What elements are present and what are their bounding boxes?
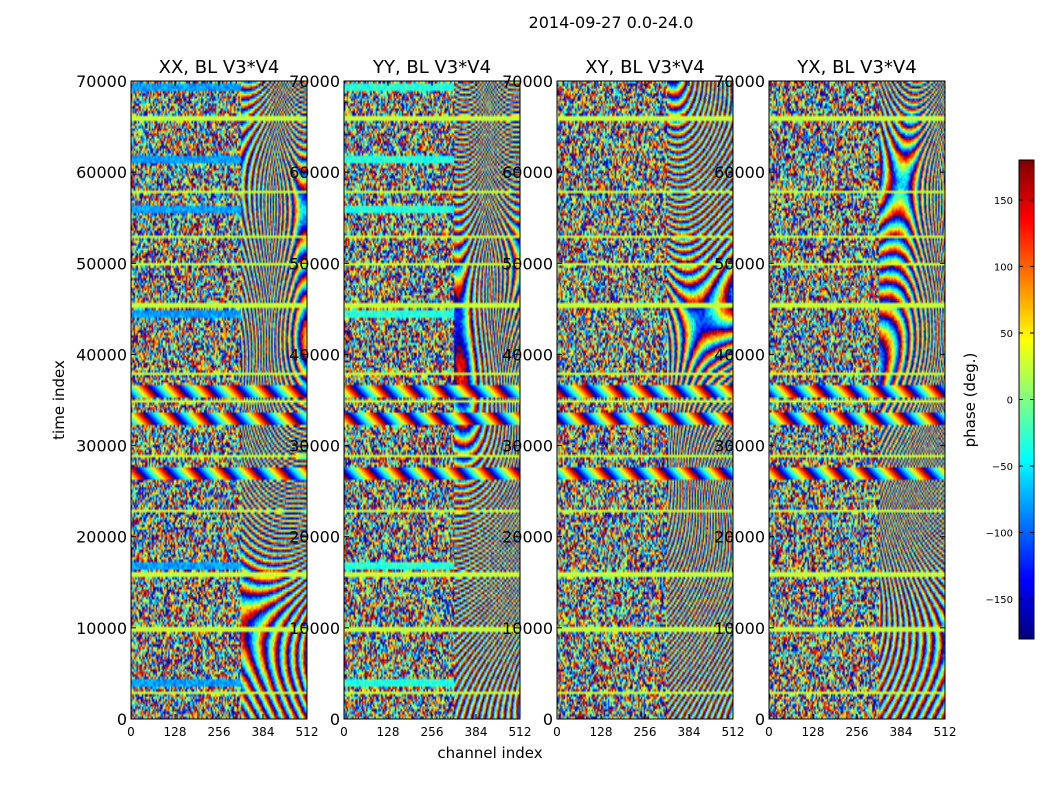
heatmap-panel: YY, BL V3*V4 0 128 256 384 512 0 10000 20000 3000… (289, 57, 531, 739)
y-tick-label: 10000 (76, 619, 127, 638)
x-tick-label: 128 (164, 725, 187, 739)
colorbar-tick-label: 0 (1007, 396, 1013, 407)
x-tick-label: 256 (634, 725, 657, 739)
x-tick-label: 256 (421, 725, 444, 739)
panel-title: XX, BL V3*V4 (159, 57, 280, 78)
y-tick-label: 40000 (289, 345, 340, 364)
colorbar-tick-label: −150 (986, 595, 1013, 606)
y-tick-label: 30000 (502, 437, 553, 456)
y-tick-label: 30000 (76, 437, 127, 456)
y-tick-label: 30000 (714, 437, 765, 456)
x-tick-label: 0 (340, 725, 348, 739)
heatmap-panel: YX, BL V3*V4 0 128 256 384 512 0 10000 20000 3000… (714, 57, 956, 739)
y-tick-label: 10000 (289, 619, 340, 638)
x-tick-label: 384 (678, 725, 701, 739)
y-tick-label: 0 (543, 710, 553, 729)
x-tick-label: 0 (765, 725, 773, 739)
y-tick-label: 40000 (714, 345, 765, 364)
x-axis-label: channel index (437, 744, 542, 762)
y-tick-label: 40000 (502, 345, 553, 364)
panel-title: YX, BL V3*V4 (796, 57, 916, 78)
y-tick-label: 0 (755, 710, 765, 729)
y-tick-label: 50000 (502, 254, 553, 273)
y-tick-label: 20000 (502, 528, 553, 547)
y-tick-label: 60000 (714, 163, 765, 182)
x-tick-label: 384 (252, 725, 275, 739)
y-tick-label: 50000 (289, 254, 340, 273)
heatmap-panel: XX, BL V3*V4 0 128 256 384 512 0 10000 20000 3000… (76, 57, 318, 739)
colorbar-tick-label: −100 (986, 529, 1013, 540)
y-tick-label: 70000 (502, 72, 553, 91)
y-tick-label: 20000 (714, 528, 765, 547)
x-tick-label: 256 (846, 725, 869, 739)
y-tick-label: 30000 (289, 437, 340, 456)
x-tick-label: 512 (509, 725, 532, 739)
x-tick-label: 512 (934, 725, 957, 739)
heatmap-image (131, 81, 307, 719)
colorbar-label: phase (deg.) (961, 353, 979, 448)
figure-suptitle: 2014-09-27 0.0-24.0 (529, 13, 694, 32)
y-tick-label: 10000 (502, 619, 553, 638)
x-tick-label: 0 (553, 725, 561, 739)
y-tick-label: 10000 (714, 619, 765, 638)
y-tick-label: 60000 (502, 163, 553, 182)
x-tick-label: 0 (127, 725, 135, 739)
y-tick-label: 70000 (76, 72, 127, 91)
x-tick-label: 512 (296, 725, 319, 739)
colorbar-tick-label: 50 (1000, 329, 1013, 340)
heatmap-image (769, 81, 945, 719)
panel-title: XY, BL V3*V4 (585, 57, 704, 78)
colorbar-tick-label: 100 (994, 262, 1013, 273)
y-tick-label: 50000 (714, 254, 765, 273)
x-tick-label: 512 (722, 725, 745, 739)
y-tick-label: 70000 (714, 72, 765, 91)
y-tick-label: 0 (117, 710, 127, 729)
y-tick-label: 50000 (76, 254, 127, 273)
y-tick-label: 40000 (76, 345, 127, 364)
y-tick-label: 70000 (289, 72, 340, 91)
heatmap-image (557, 81, 733, 719)
x-tick-label: 384 (465, 725, 488, 739)
y-tick-label: 0 (330, 710, 340, 729)
heatmap-panels: XX, BL V3*V4 0 128 256 384 512 0 10000 20000 3000… (76, 57, 956, 739)
x-tick-label: 256 (208, 725, 231, 739)
panel-title: YY, BL V3*V4 (372, 57, 491, 78)
heatmap-image (344, 81, 520, 719)
y-axis-label: time index (50, 360, 68, 440)
x-tick-label: 128 (590, 725, 613, 739)
y-tick-label: 20000 (289, 528, 340, 547)
colorbar-tick-label: 150 (994, 196, 1013, 207)
y-tick-label: 60000 (76, 163, 127, 182)
x-tick-label: 384 (890, 725, 913, 739)
heatmap-panel: XY, BL V3*V4 0 128 256 384 512 0 10000 20000 3000… (502, 57, 744, 739)
x-tick-label: 128 (377, 725, 400, 739)
colorbar: 150 100 50 0 −50 −100 −150 phase (deg.) (961, 159, 1035, 640)
x-tick-label: 128 (802, 725, 825, 739)
colorbar-tick-label: −50 (992, 462, 1013, 473)
y-tick-label: 60000 (289, 163, 340, 182)
y-tick-label: 20000 (76, 528, 127, 547)
